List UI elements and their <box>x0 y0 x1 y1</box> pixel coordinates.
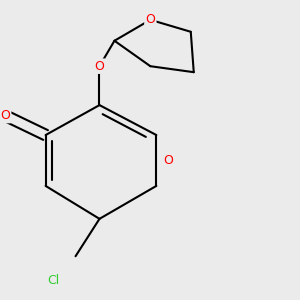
Text: O: O <box>164 154 173 167</box>
Text: O: O <box>146 13 155 26</box>
Text: Cl: Cl <box>47 274 59 287</box>
Text: O: O <box>0 109 10 122</box>
Text: O: O <box>94 60 104 73</box>
